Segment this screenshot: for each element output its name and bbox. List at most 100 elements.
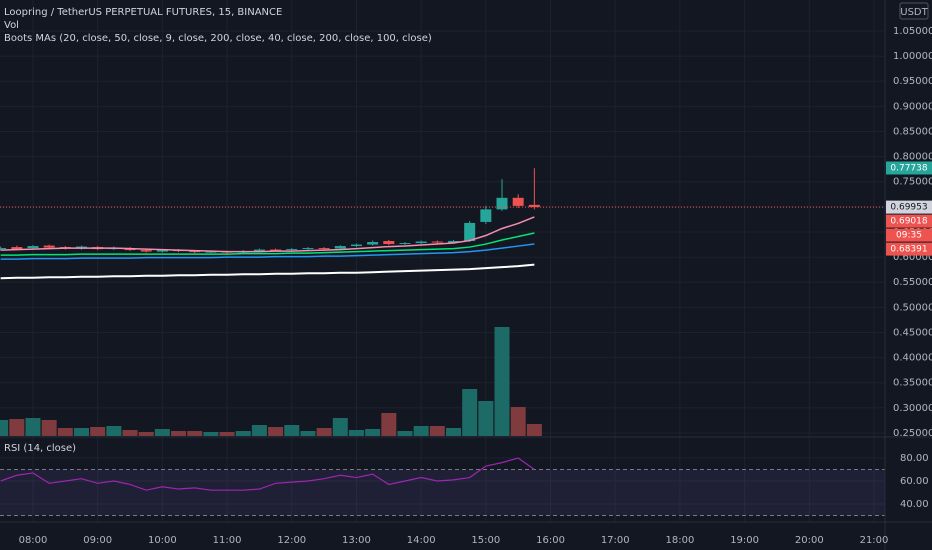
y-tick-label: 0.95000 (893, 76, 932, 87)
volume-bar (478, 401, 494, 436)
candle-body (27, 246, 39, 249)
volume-bar (235, 431, 251, 436)
candle-body (350, 244, 362, 247)
volume-bar (106, 426, 122, 436)
y-tick-label: 0.60000 (893, 252, 932, 263)
y-tick-label: 80.00 (900, 453, 929, 464)
candle-body (399, 243, 411, 245)
y-tick-label: 0.50000 (893, 302, 932, 313)
candle-body (0, 248, 7, 250)
volume-bar (203, 432, 219, 436)
x-tick-label: 18:00 (666, 535, 695, 546)
countdown-tag (886, 228, 932, 242)
price-tag (886, 200, 932, 214)
y-tick-label: 1.05000 (893, 26, 932, 37)
volume-bar (74, 428, 90, 436)
volume-bar (332, 418, 348, 436)
candle-body (334, 246, 346, 249)
volume-bar (494, 327, 510, 436)
price-tag-label: 0.77738 (890, 163, 927, 173)
volume-bar (365, 429, 381, 436)
currency-box[interactable] (899, 2, 929, 20)
candle-body (140, 250, 152, 252)
volume-bar (154, 429, 170, 436)
moving-average (0, 243, 535, 260)
x-tick-label: 12:00 (277, 535, 306, 546)
rsi-line (0, 457, 535, 491)
candle-body (11, 247, 23, 250)
volume-bar (187, 431, 203, 436)
x-tick-label: 20:00 (795, 535, 824, 546)
x-tick-label: 15:00 (471, 535, 500, 546)
candle-body (415, 241, 427, 244)
price-tag-label: 0.69953 (890, 203, 927, 213)
price-tag (886, 161, 932, 175)
candle-body (205, 251, 217, 253)
indicator-title: Boots MAs (20, close, 50, close, 9, clos… (4, 33, 432, 44)
volume-bar (41, 420, 57, 436)
y-tick-label: 60.00 (900, 476, 929, 487)
price-tag (886, 214, 932, 228)
moving-average (0, 232, 535, 256)
candle-body (528, 204, 540, 208)
volume-bar (316, 428, 332, 436)
rsi-title: RSI (14, close) (4, 443, 76, 454)
currency[interactable]: USDT (900, 7, 928, 18)
volume-bar (122, 430, 138, 436)
moving-average (0, 216, 535, 253)
candle-body (367, 242, 379, 245)
y-tick-label: 0.45000 (893, 327, 932, 338)
y-tick-label: 0.40000 (893, 353, 932, 364)
countdown: 09:35 (896, 231, 922, 241)
y-tick-label: 0.85000 (893, 126, 932, 137)
y-tick-label: 0.80000 (893, 152, 932, 163)
grid (0, 0, 885, 522)
price-tag-label: 0.68391 (890, 245, 927, 255)
volume-bar (510, 407, 526, 436)
y-tick-label: 0.90000 (893, 101, 932, 112)
volume-bar (397, 431, 413, 436)
candle-body (318, 248, 330, 250)
x-tick-label: 13:00 (342, 535, 371, 546)
candle-body (270, 249, 282, 251)
rsi-band (0, 469, 885, 516)
volume-bar (300, 431, 316, 436)
candle-body (480, 209, 492, 222)
x-tick-label: 14:00 (407, 535, 436, 546)
candle-body (496, 197, 508, 210)
candle-body (383, 241, 395, 245)
candle-body (464, 222, 476, 242)
volume-bar (25, 418, 41, 436)
y-tick-label: 1.00000 (893, 51, 932, 62)
x-tick-label: 19:00 (730, 535, 759, 546)
plot-area (0, 168, 885, 491)
y-tick-label: 0.75000 (893, 177, 932, 188)
volume-bar (171, 431, 187, 436)
volume-bar (219, 432, 235, 436)
volume-bar (138, 432, 154, 436)
price-tag-label: 0.69018 (890, 217, 927, 227)
price-tag (886, 242, 932, 256)
y-tick-label: 0.55000 (893, 277, 932, 288)
x-tick-label: 09:00 (83, 535, 112, 546)
x-tick-label: 21:00 (860, 535, 889, 546)
candle-body (302, 248, 314, 250)
y-tick-label: 0.25000 (893, 428, 932, 439)
candle-body (286, 249, 298, 251)
volume-bar (381, 413, 397, 436)
x-tick-label: 10:00 (148, 535, 177, 546)
volume-bar (268, 427, 284, 436)
volume-bar (445, 428, 461, 436)
volume-bar (251, 425, 267, 436)
candle-body (156, 250, 168, 252)
moving-average (0, 263, 535, 280)
volume-bar (0, 420, 9, 436)
candle-body (512, 197, 524, 206)
volume-bar (284, 425, 300, 436)
x-tick-label: 17:00 (601, 535, 630, 546)
candle-body (447, 241, 459, 243)
chart-title: Loopring / TetherUS PERPETUAL FUTURES, 1… (4, 7, 282, 18)
volume-title: Vol (4, 20, 19, 31)
volume-bar (90, 427, 106, 436)
y-tick-label: 0.35000 (893, 378, 932, 389)
